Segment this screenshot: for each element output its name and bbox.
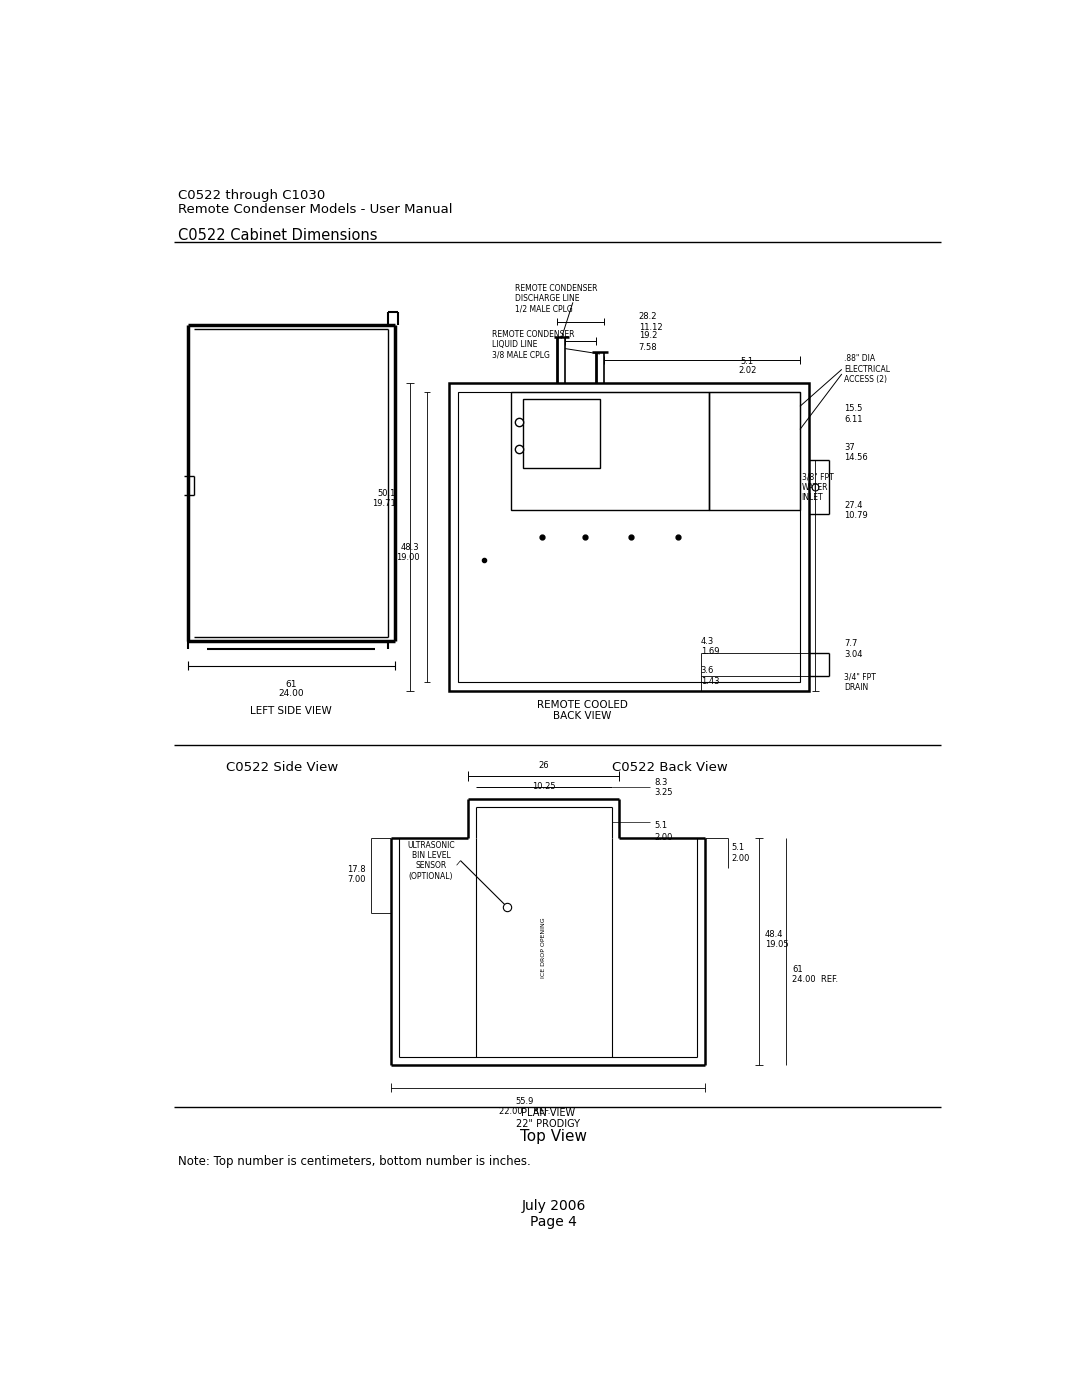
Text: 3.25: 3.25 (654, 788, 673, 798)
Text: 22.00    REF.: 22.00 REF. (499, 1106, 550, 1116)
Text: 10.25: 10.25 (532, 782, 555, 791)
Text: Page 4: Page 4 (530, 1215, 577, 1229)
Text: 7.58: 7.58 (638, 342, 658, 352)
Text: Remote Condenser Models - User Manual: Remote Condenser Models - User Manual (177, 203, 453, 217)
Text: 8.3: 8.3 (654, 778, 667, 787)
Text: REMOTE CONDENSER
DISCHARGE LINE
1/2 MALE CPLG: REMOTE CONDENSER DISCHARGE LINE 1/2 MALE… (515, 284, 597, 313)
Text: 48.4
19.05: 48.4 19.05 (765, 930, 788, 950)
Text: 48.3
19.00: 48.3 19.00 (395, 543, 419, 563)
Text: 17.8
7.00: 17.8 7.00 (348, 865, 366, 884)
Text: 19.2: 19.2 (638, 331, 657, 339)
Text: ICE DROP OPENING: ICE DROP OPENING (541, 916, 546, 978)
Text: 24.00: 24.00 (279, 689, 303, 698)
Text: 50.1
19.71: 50.1 19.71 (373, 489, 396, 509)
Text: LEFT SIDE VIEW: LEFT SIDE VIEW (251, 705, 332, 715)
Text: 7.7
3.04: 7.7 3.04 (845, 640, 863, 658)
Text: 61
24.00  REF.: 61 24.00 REF. (793, 964, 838, 983)
Text: 5.1: 5.1 (741, 358, 754, 366)
Text: 5.1
2.00: 5.1 2.00 (732, 844, 751, 862)
Text: 5.1: 5.1 (654, 821, 667, 830)
Bar (523, 398, 600, 468)
Bar (458, 393, 800, 682)
Text: .88" DIA
ELECTRICAL
ACCESS (2): .88" DIA ELECTRICAL ACCESS (2) (845, 355, 890, 384)
Text: 37
14.56: 37 14.56 (845, 443, 868, 462)
Text: Note: Top number is centimeters, bottom number is inches.: Note: Top number is centimeters, bottom … (177, 1155, 530, 1168)
Text: 26: 26 (539, 761, 549, 770)
Text: 27.4
10.79: 27.4 10.79 (845, 500, 868, 520)
Text: 15.5
6.11: 15.5 6.11 (845, 404, 863, 423)
Text: 11.12: 11.12 (638, 323, 662, 332)
Text: 2.02: 2.02 (738, 366, 756, 376)
Text: 3/4" FPT
DRAIN: 3/4" FPT DRAIN (845, 672, 876, 692)
Text: 28.2: 28.2 (638, 312, 658, 321)
Text: REMOTE COOLED
BACK VIEW: REMOTE COOLED BACK VIEW (537, 700, 627, 721)
Text: PLAN VIEW
22" PRODIGY: PLAN VIEW 22" PRODIGY (515, 1108, 580, 1129)
Text: C0522 Back View: C0522 Back View (612, 760, 728, 774)
Text: 3/8" FPT
WATER
INLET: 3/8" FPT WATER INLET (801, 472, 834, 502)
Text: C0522 Cabinet Dimensions: C0522 Cabinet Dimensions (177, 228, 377, 243)
Text: C0522 Side View: C0522 Side View (226, 760, 338, 774)
Text: July 2006: July 2006 (522, 1200, 585, 1214)
Bar (708, 393, 800, 510)
Text: REMOTE CONDENSER
LIQUID LINE
3/8 MALE CPLG: REMOTE CONDENSER LIQUID LINE 3/8 MALE CP… (491, 330, 573, 359)
Text: 4.3
1.69: 4.3 1.69 (701, 637, 719, 657)
Text: C0522 through C1030: C0522 through C1030 (177, 189, 325, 203)
Bar (511, 393, 708, 510)
Bar (449, 383, 809, 692)
Text: 3.6
1.43: 3.6 1.43 (701, 666, 719, 686)
Text: Top View: Top View (519, 1129, 588, 1144)
Text: 2.00: 2.00 (654, 833, 673, 842)
Text: 55.9: 55.9 (515, 1097, 534, 1106)
Text: 61: 61 (285, 680, 297, 689)
Text: ULTRASONIC
BIN LEVEL
SENSOR
(OPTIONAL): ULTRASONIC BIN LEVEL SENSOR (OPTIONAL) (407, 841, 455, 880)
